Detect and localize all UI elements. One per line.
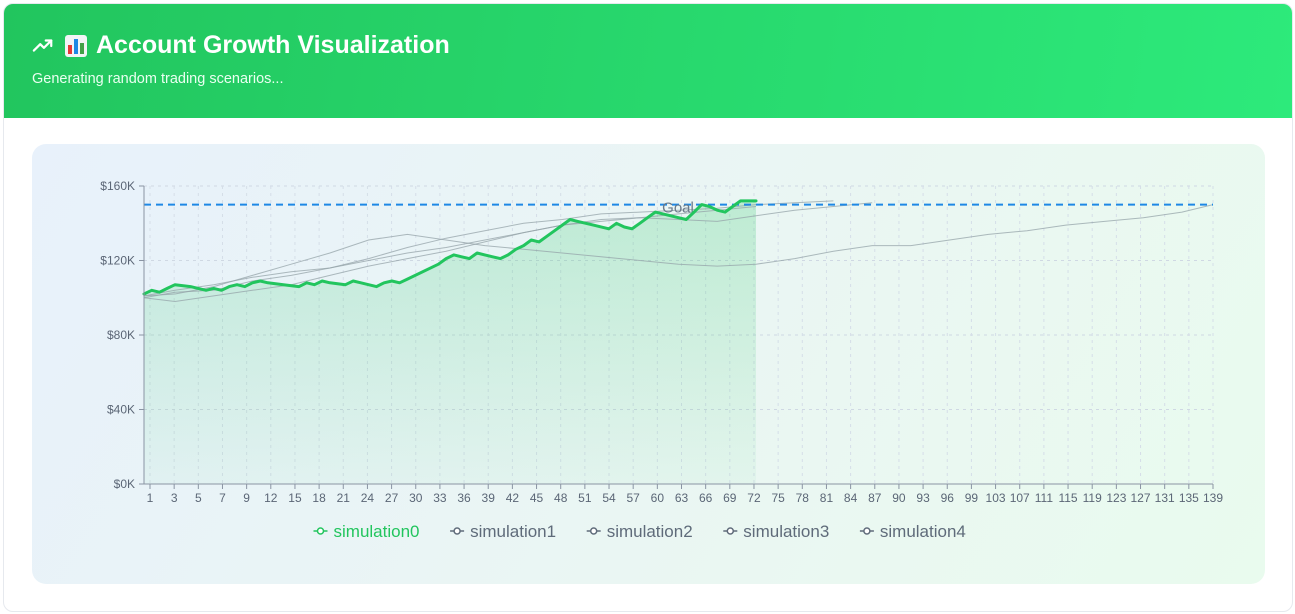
series-line bbox=[142, 199, 758, 296]
x-tick-label: 5 bbox=[195, 491, 202, 505]
x-tick-label: 78 bbox=[796, 491, 810, 505]
header-banner: Account Growth Visualization Generating … bbox=[4, 4, 1292, 118]
series-area bbox=[144, 200, 756, 484]
x-tick-label: 84 bbox=[844, 491, 858, 505]
x-tick-label: 57 bbox=[627, 491, 641, 505]
legend-marker bbox=[589, 527, 598, 535]
y-tick-label: $80K bbox=[107, 328, 135, 342]
legend-label: simulation4 bbox=[880, 522, 966, 541]
x-tick-label: 12 bbox=[264, 491, 278, 505]
x-tick-label: 63 bbox=[675, 491, 689, 505]
x-tick-label: 33 bbox=[433, 491, 447, 505]
legend-label: simulation3 bbox=[743, 522, 829, 541]
x-tick-label: 30 bbox=[409, 491, 423, 505]
legend-item[interactable]: simulation2 bbox=[586, 522, 693, 541]
x-tick-label: 42 bbox=[506, 491, 520, 505]
x-tick-label: 93 bbox=[916, 491, 930, 505]
x-tick-label: 51 bbox=[578, 491, 592, 505]
x-tick-label: 103 bbox=[986, 491, 1006, 505]
x-tick-label: 39 bbox=[482, 491, 496, 505]
x-tick-label: 54 bbox=[602, 491, 616, 505]
series-line bbox=[143, 204, 1214, 297]
x-tick-label: 18 bbox=[312, 491, 326, 505]
page-title: Account Growth Visualization bbox=[96, 31, 450, 59]
x-tick-label: 81 bbox=[820, 491, 834, 505]
x-tick-label: 99 bbox=[965, 491, 979, 505]
y-tick-label: $40K bbox=[107, 403, 135, 417]
x-tick-label: 87 bbox=[868, 491, 882, 505]
legend-label: simulation0 bbox=[334, 522, 420, 541]
x-tick-label: 15 bbox=[288, 491, 302, 505]
x-tick-label: 36 bbox=[457, 491, 471, 505]
legend-marker bbox=[316, 527, 325, 535]
x-tick-label: 123 bbox=[1106, 491, 1126, 505]
x-tick-label: 9 bbox=[243, 491, 250, 505]
x-tick-label: 131 bbox=[1155, 491, 1175, 505]
y-tick-label: $120K bbox=[100, 254, 135, 268]
x-tick-label: 24 bbox=[361, 491, 375, 505]
legend-marker bbox=[863, 527, 871, 535]
x-tick-label: 127 bbox=[1131, 491, 1151, 505]
y-tick-label: $160K bbox=[100, 179, 135, 193]
chart-panel: Goal $0K $40K $80K $120K $160K 1 3 5 7 9 12 15 18 21 2… bbox=[32, 144, 1265, 584]
x-tick-label: 45 bbox=[530, 491, 544, 505]
legend-label: simulation2 bbox=[607, 522, 693, 541]
x-tick-label: 135 bbox=[1179, 491, 1199, 505]
x-tick-label: 111 bbox=[1035, 491, 1054, 505]
x-tick-label: 69 bbox=[723, 491, 737, 505]
x-tick-label: 66 bbox=[699, 491, 713, 505]
legend-item[interactable]: simulation4 bbox=[859, 522, 966, 541]
bar-chart-icon bbox=[65, 34, 87, 57]
x-tick-label: 90 bbox=[892, 491, 906, 505]
x-tick-label: 72 bbox=[747, 491, 761, 505]
x-tick-label: 60 bbox=[651, 491, 665, 505]
x-tick-label: 115 bbox=[1058, 491, 1077, 505]
x-tick-label: 7 bbox=[219, 491, 226, 505]
legend-item[interactable]: simulation1 bbox=[450, 522, 556, 541]
legend-item[interactable]: simulation0 bbox=[313, 522, 420, 541]
x-tick-label: 119 bbox=[1083, 491, 1102, 505]
goal-label: Goal bbox=[662, 200, 694, 217]
legend-item[interactable]: simulation3 bbox=[723, 522, 829, 541]
x-tick-label: 1 bbox=[147, 491, 154, 505]
x-tick-label: 139 bbox=[1203, 491, 1223, 505]
x-tick-label: 48 bbox=[554, 491, 568, 505]
page-subtitle: Generating random trading scenarios... bbox=[32, 71, 284, 87]
legend-label: simulation1 bbox=[470, 522, 556, 541]
x-tick-label: 27 bbox=[385, 491, 399, 505]
visualization-card: Account Growth Visualization Generating … bbox=[3, 3, 1293, 612]
header-title-row: Account Growth Visualization bbox=[32, 31, 450, 60]
x-tick-label: 75 bbox=[771, 491, 785, 505]
trending-up-icon bbox=[32, 38, 53, 52]
x-tick-label: 96 bbox=[941, 491, 955, 505]
x-tick-label: 107 bbox=[1010, 491, 1030, 505]
series-line bbox=[143, 202, 873, 297]
legend-marker bbox=[453, 527, 461, 535]
x-tick-label: 21 bbox=[337, 491, 351, 505]
y-tick-label: $0K bbox=[114, 477, 135, 491]
series-line bbox=[143, 200, 834, 299]
legend-marker bbox=[726, 527, 735, 535]
series-line bbox=[143, 206, 757, 303]
x-tick-label: 3 bbox=[171, 491, 178, 505]
